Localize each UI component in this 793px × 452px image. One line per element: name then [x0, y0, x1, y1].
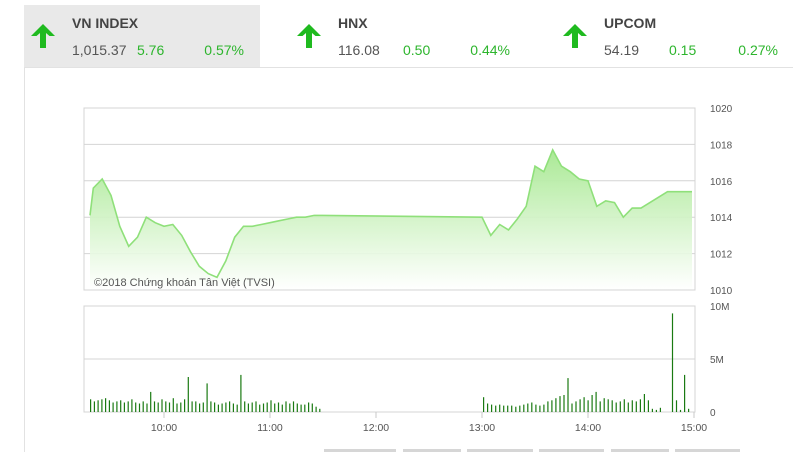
volume-tick: 10M — [710, 302, 729, 313]
price-tick: 1016 — [710, 177, 733, 188]
arrow-up-icon — [297, 24, 321, 48]
price-tick: 1010 — [710, 286, 733, 297]
index-percent: 0.27% — [738, 42, 778, 58]
index-percent: 0.44% — [470, 42, 510, 58]
time-tick: 13:00 — [469, 422, 495, 434]
price-plot-border — [83, 107, 696, 291]
range-button[interactable] — [403, 449, 461, 452]
volume-tick: 0 — [710, 408, 716, 419]
index-change: 0.50 — [403, 42, 431, 58]
volume-bars — [90, 313, 690, 412]
index-value: 116.08 — [338, 42, 380, 58]
time-tick: 10:00 — [151, 422, 177, 434]
price-tick: 1012 — [710, 250, 733, 261]
volume-plot-border — [83, 305, 696, 413]
tab-hnx[interactable]: HNX 116.08 0.50 0.44% — [290, 5, 526, 67]
price-line — [89, 148, 692, 279]
index-name: UPCOM — [604, 15, 657, 31]
range-button[interactable] — [539, 449, 604, 452]
range-button[interactable] — [675, 449, 740, 452]
price-tick: 1020 — [710, 104, 733, 115]
index-change: 0.15 — [669, 42, 697, 58]
time-tick: 14:00 — [575, 422, 601, 434]
price-area — [90, 149, 692, 290]
arrow-up-icon — [31, 24, 55, 48]
range-button[interactable] — [324, 449, 396, 452]
tab-upcom[interactable]: UPCOM 54.19 0.15 0.27% — [556, 5, 792, 67]
volume-tick: 5M — [710, 355, 724, 366]
index-value: 54.19 — [604, 42, 640, 58]
index-tabs: VN INDEX 1,015.37 5.76 0.57% HNX 116.08 … — [24, 5, 793, 67]
index-value: 1,015.37 — [72, 42, 127, 58]
tab-vn-index[interactable]: VN INDEX 1,015.37 5.76 0.57% — [24, 5, 260, 67]
index-name: VN INDEX — [72, 15, 139, 31]
price-tick: 1018 — [710, 140, 733, 151]
volume-grid — [84, 305, 695, 413]
volume-axis: 10M 5M 0 — [710, 302, 729, 419]
arrow-up-icon — [563, 24, 587, 48]
index-change: 5.76 — [137, 42, 165, 58]
time-tick: 11:00 — [257, 422, 283, 434]
price-axis: 1020 1018 1016 1014 1012 1010 — [710, 104, 733, 297]
range-button[interactable] — [467, 449, 533, 452]
price-tick: 1014 — [710, 213, 733, 224]
index-percent: 0.57% — [204, 42, 244, 58]
time-axis: 10:00 11:00 12:00 13:00 14:00 15:00 — [151, 412, 707, 434]
range-button[interactable] — [611, 449, 669, 452]
time-tick: 12:00 — [363, 422, 389, 434]
index-name: HNX — [338, 15, 368, 31]
chart-panel — [24, 67, 793, 452]
time-tick: 15:00 — [681, 422, 707, 434]
watermark: ©2018 Chứng khoán Tân Việt (TVSI) — [94, 277, 275, 289]
